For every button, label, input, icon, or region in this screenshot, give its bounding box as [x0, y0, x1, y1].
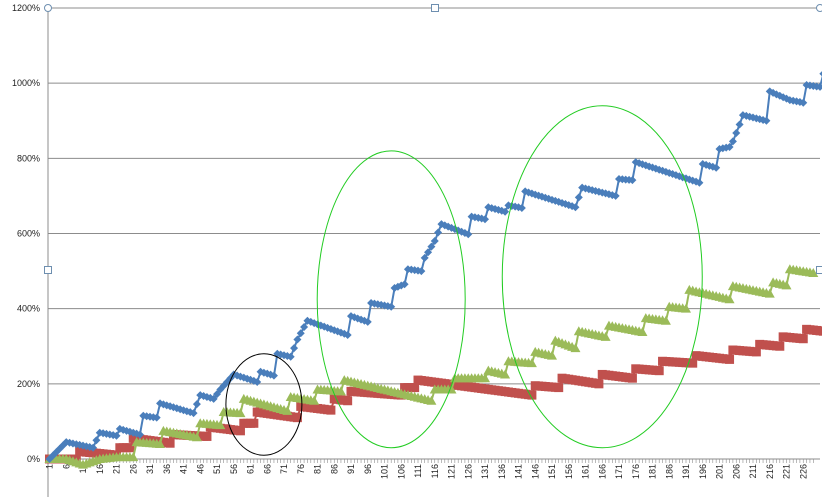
- data-point: [297, 329, 305, 337]
- x-tick-label: 151: [547, 464, 557, 479]
- data-point: [775, 342, 784, 351]
- y-tick-label: 400%: [17, 304, 40, 314]
- x-tick-label: 146: [530, 464, 540, 479]
- x-tick-label: 21: [112, 464, 122, 474]
- x-tick-label: 106: [396, 464, 406, 479]
- resize-handle[interactable]: [45, 5, 52, 12]
- resize-handle[interactable]: [432, 5, 439, 12]
- x-tick-label: 61: [246, 464, 256, 474]
- x-tick-label: 161: [581, 464, 591, 479]
- x-tick-label: 96: [363, 464, 373, 474]
- x-tick-label: 121: [447, 464, 457, 479]
- x-tick-label: 131: [480, 464, 490, 479]
- x-tick-label: 36: [162, 464, 172, 474]
- data-point: [554, 383, 563, 392]
- x-tick-label: 176: [631, 464, 641, 479]
- y-tick-label: 200%: [17, 379, 40, 389]
- x-tick-label: 81: [313, 464, 323, 474]
- data-point: [343, 396, 352, 405]
- x-tick-label: 66: [262, 464, 272, 474]
- data-point: [249, 419, 258, 428]
- x-tick-label: 211: [748, 464, 758, 478]
- data-point: [575, 193, 583, 201]
- data-point: [166, 439, 175, 448]
- data-point: [799, 334, 808, 343]
- series-line: [50, 74, 822, 459]
- x-tick-label: 196: [698, 464, 708, 479]
- data-point: [290, 344, 298, 352]
- x-tick-label: 156: [564, 464, 574, 479]
- data-point: [293, 335, 301, 343]
- x-tick-label: 226: [798, 464, 808, 479]
- data-point: [92, 436, 100, 444]
- x-tick-label: 101: [380, 464, 390, 479]
- x-tick-label: 166: [597, 464, 607, 479]
- x-tick-label: 201: [715, 464, 725, 479]
- x-tick-label: 41: [179, 464, 189, 474]
- x-tick-label: 191: [681, 464, 691, 479]
- x-tick-label: 221: [782, 464, 792, 479]
- x-tick-label: 141: [514, 464, 524, 479]
- data-point: [193, 400, 201, 408]
- resize-handle[interactable]: [817, 5, 822, 12]
- data-point: [736, 121, 744, 129]
- data-point: [202, 432, 211, 441]
- series-group: [45, 70, 822, 469]
- x-tick-label: 186: [664, 464, 674, 479]
- x-tick-label: 31: [145, 464, 155, 474]
- x-tick-label: 181: [648, 464, 658, 479]
- x-tick-label: 171: [614, 464, 624, 479]
- x-tick-label: 136: [497, 464, 507, 479]
- x-tick-label: 86: [329, 464, 339, 474]
- data-point: [326, 406, 335, 415]
- resize-handle[interactable]: [45, 267, 52, 274]
- x-tick-label: 126: [463, 464, 473, 479]
- data-point: [434, 229, 442, 237]
- data-point: [725, 355, 734, 364]
- y-tick-label: 1000%: [12, 78, 40, 88]
- y-tick-label: 800%: [17, 153, 40, 163]
- x-tick-label: 71: [279, 464, 289, 474]
- resize-handle[interactable]: [817, 267, 822, 274]
- x-tick-label: 91: [346, 464, 356, 474]
- y-tick-label: 1200%: [12, 3, 40, 13]
- x-tick-label: 76: [296, 464, 306, 474]
- x-tick-label: 206: [731, 464, 741, 479]
- data-point: [300, 323, 308, 331]
- x-tick-label: 216: [765, 464, 775, 479]
- x-tick-label: 116: [430, 464, 440, 478]
- data-point: [732, 129, 740, 137]
- data-point: [628, 374, 637, 383]
- x-tick-label: 26: [128, 464, 138, 474]
- y-tick-label: 0%: [27, 454, 40, 464]
- y-tick-label: 600%: [17, 229, 40, 239]
- data-point: [594, 379, 603, 388]
- x-tick-label: 1: [45, 464, 55, 469]
- data-point: [655, 366, 664, 375]
- x-tick-label: 51: [212, 464, 222, 474]
- x-tick-label: 111: [413, 464, 423, 478]
- x-tick-label: 56: [229, 464, 239, 474]
- x-tick-label: 16: [95, 464, 105, 474]
- x-tick-label: 46: [195, 464, 205, 474]
